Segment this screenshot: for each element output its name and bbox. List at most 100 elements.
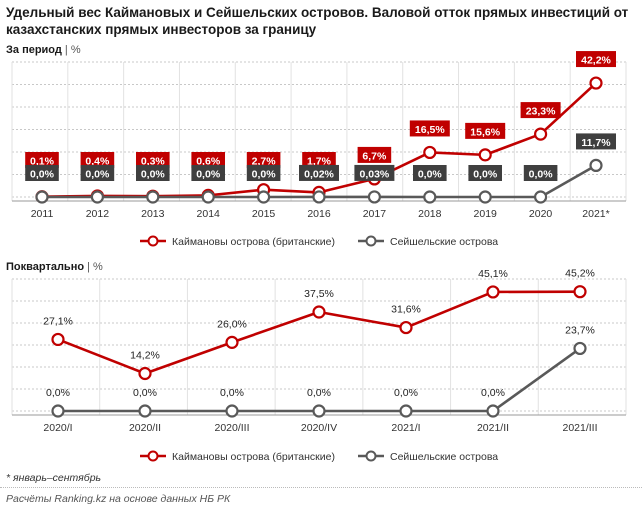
period-cayman-data-label: 0,3% xyxy=(141,156,166,168)
quarterly-cayman-data-label: 37,5% xyxy=(304,288,334,300)
period-cayman-data-label: 1,7% xyxy=(307,156,332,168)
subtitle-separator: | xyxy=(84,261,94,273)
quarterly-x-tick-label: 2021/III xyxy=(562,422,597,434)
period-cayman-label-box xyxy=(302,152,336,168)
period-chart-subtitle: За период | % xyxy=(6,44,81,56)
source-note: Расчёты Ranking.kz на основе данных НБ Р… xyxy=(6,493,231,505)
quarterly-legend-seychelles-marker xyxy=(365,450,377,462)
quarterly-seychelles-point xyxy=(138,404,152,418)
period-cayman-data-label: 0,6% xyxy=(196,156,221,168)
quarterly-seychelles-point xyxy=(225,404,239,418)
period-seychelles-data-label: 0,0% xyxy=(141,169,166,181)
period-seychelles-data-label: 11,7% xyxy=(581,137,611,149)
quarterly-x-tick-label: 2021/I xyxy=(391,422,420,434)
period-cayman-data-label: 23,3% xyxy=(526,106,556,118)
period-seychelles-point xyxy=(589,158,603,173)
subtitle-separator: | xyxy=(61,44,71,56)
period-seychelles-point xyxy=(201,190,215,204)
period-cayman-point xyxy=(589,76,603,90)
quarterly-cayman-data-label: 45,2% xyxy=(565,268,595,280)
period-x-tick-label: 2018 xyxy=(418,208,442,220)
period-seychelles-point xyxy=(90,190,105,204)
period-seychelles-label-box xyxy=(468,165,502,181)
period-seychelles-data-label: 0,0% xyxy=(252,169,277,181)
period-x-tick-label: 2012 xyxy=(86,208,110,220)
period-line-chart: 2011 2012 2013 2014 2015 2016 2017 2018 2019 2020… xyxy=(11,51,627,248)
period-seychelles-point xyxy=(478,190,492,204)
quarterly-seychelles-data-label: 0,0% xyxy=(307,387,331,399)
period-cayman-data-label: 0,1% xyxy=(30,156,55,168)
period-cayman-label-box xyxy=(25,152,59,168)
quarterly-legend-cayman-marker xyxy=(147,450,159,462)
period-cayman-label-box xyxy=(357,146,392,163)
period-x-tick-label: 2011 xyxy=(31,208,54,220)
quarterly-cayman-point xyxy=(312,305,326,319)
quarterly-seychelles-point xyxy=(312,404,326,418)
period-seychelles-data-label: 0,0% xyxy=(30,169,55,181)
period-seychelles-data-label: 0,0% xyxy=(418,169,443,181)
period-legend-cayman-marker xyxy=(147,235,159,247)
period-cayman-data-label: 2,7% xyxy=(252,156,277,168)
period-x-tick-label: 2017 xyxy=(363,208,387,220)
period-cayman-label-box xyxy=(246,152,281,168)
period-x-tick-label: 2014 xyxy=(197,208,221,220)
quarterly-cayman-data-label: 27,1% xyxy=(43,315,73,327)
quarterly-seychelles-point xyxy=(486,404,500,418)
period-chart-unit: % xyxy=(70,44,81,56)
chart-title: Удельный вес Каймановых и Сейшельских ос… xyxy=(6,5,629,37)
quarterly-line-chart: 2020/I 2020/II 2020/III 2020/IV 2021/I 2021/I… xyxy=(11,268,627,463)
quarterly-chart-title: Поквартально xyxy=(6,261,85,273)
period-cayman-label-box xyxy=(80,152,115,168)
period-cayman-data-label: 15,6% xyxy=(470,126,500,138)
period-seychelles-point xyxy=(257,190,271,204)
quarterly-seychelles-data-label: 0,0% xyxy=(481,387,505,399)
period-seychelles-label-box xyxy=(136,165,170,181)
quarterly-cayman-point xyxy=(399,320,413,335)
quarterly-cayman-point xyxy=(225,335,239,349)
period-chart-title: За период xyxy=(6,44,62,56)
period-seychelles-point xyxy=(533,190,548,204)
period-x-tick-label: 2021* xyxy=(582,208,609,220)
period-x-tick-label: 2019 xyxy=(474,208,498,220)
quarterly-legend-seychelles-label: Сейшельские острова xyxy=(390,451,498,463)
quarterly-x-tick-label: 2020/III xyxy=(214,422,249,434)
quarterly-chart-unit: % xyxy=(93,261,103,273)
quarterly-seychelles-data-label: 0,0% xyxy=(394,387,418,399)
period-cayman-point xyxy=(423,145,437,160)
quarterly-seychelles-data-label: 0,0% xyxy=(133,387,157,399)
period-seychelles-label-box xyxy=(413,165,447,181)
period-seychelles-label-box xyxy=(576,133,616,150)
period-seychelles-label-box xyxy=(80,165,115,181)
period-cayman-point xyxy=(478,148,492,162)
period-seychelles-point xyxy=(146,190,160,204)
period-seychelles-label-box xyxy=(354,164,395,181)
period-seychelles-point xyxy=(367,190,381,204)
period-legend-seychelles-label: Сейшельские острова xyxy=(390,236,498,248)
quarterly-x-tick-label: 2021/II xyxy=(477,422,509,434)
quarterly-cayman-data-label: 26,0% xyxy=(217,318,247,330)
quarterly-cayman-point xyxy=(486,285,500,299)
quarterly-seychelles-point xyxy=(51,404,65,418)
quarterly-legend-cayman-label: Каймановы острова (британские) xyxy=(172,451,335,463)
period-seychelles-data-label: 0,02% xyxy=(304,168,334,180)
period-x-tick-label: 2013 xyxy=(141,208,165,220)
quarterly-seychelles-point xyxy=(573,341,587,356)
quarterly-chart-subtitle: Поквартально | % xyxy=(6,261,103,273)
period-seychelles-data-label: 0,0% xyxy=(529,169,554,181)
period-x-tick-label: 2020 xyxy=(529,208,553,220)
divider xyxy=(0,487,642,488)
quarterly-seychelles-data-label: 23,7% xyxy=(565,324,595,336)
period-seychelles-label-box xyxy=(523,165,558,181)
period-seychelles-data-label: 0,03% xyxy=(360,168,390,180)
quarterly-cayman-point xyxy=(51,332,65,347)
period-seychelles-data-label: 0,0% xyxy=(196,169,221,181)
period-cayman-data-label: 0,4% xyxy=(85,156,110,168)
period-seychelles-point xyxy=(35,190,49,204)
period-x-tick-label: 2015 xyxy=(252,208,276,220)
quarterly-seychelles-data-label: 0,0% xyxy=(46,387,70,399)
period-cayman-label-box xyxy=(576,51,616,68)
period-cayman-data-label: 16,5% xyxy=(415,124,445,136)
quarterly-x-tick-label: 2020/IV xyxy=(301,422,337,434)
period-seychelles-label-box xyxy=(299,164,339,181)
period-cayman-data-label: 6,7% xyxy=(362,150,387,162)
